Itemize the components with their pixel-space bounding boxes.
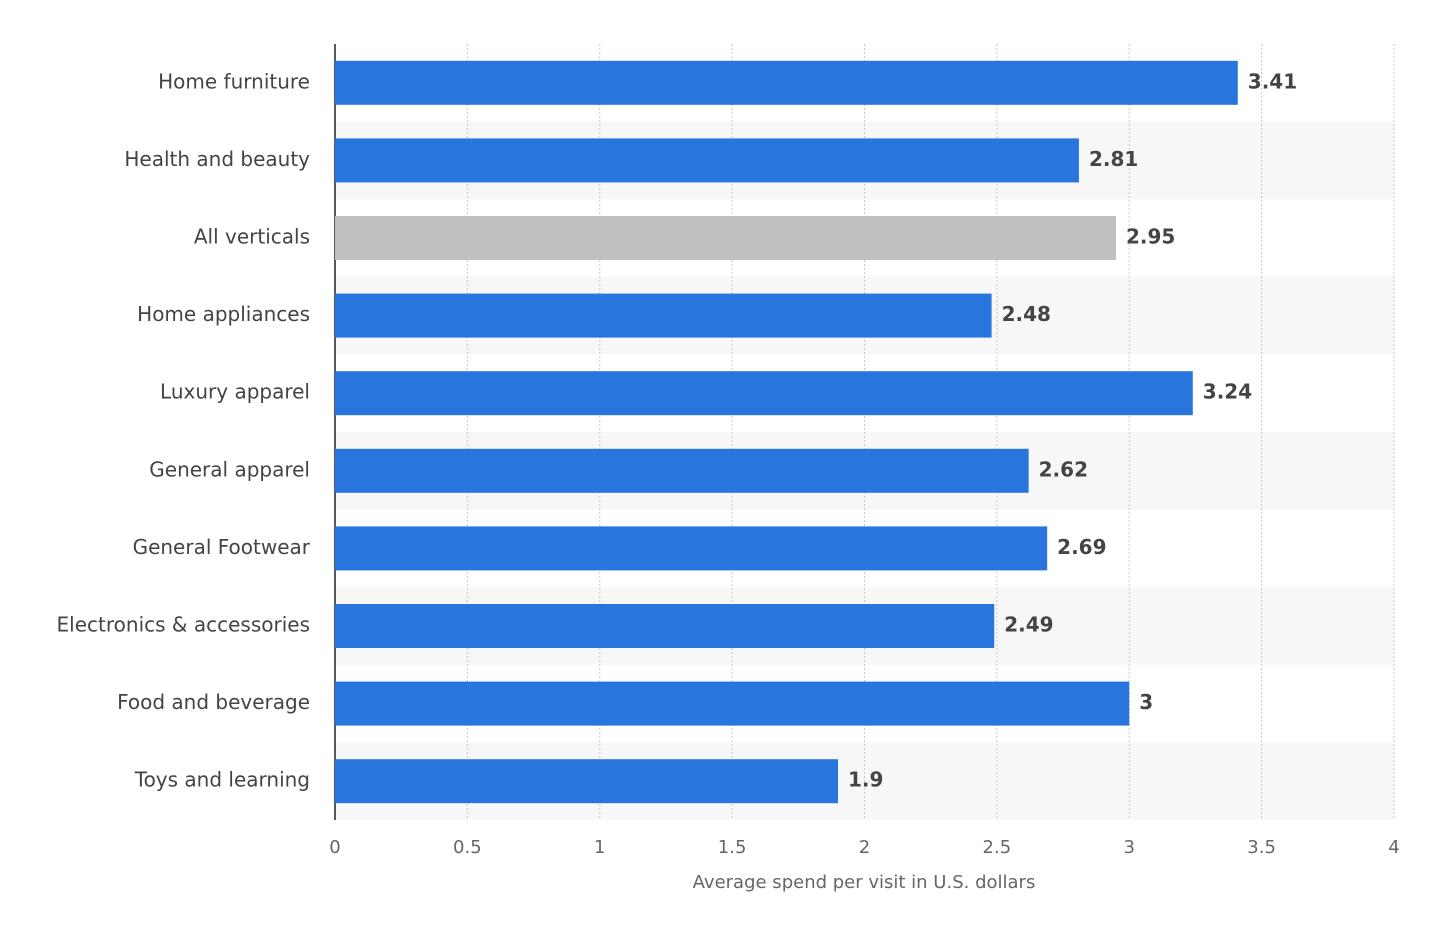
- bar: [335, 138, 1079, 183]
- x-tick-label: 2: [859, 837, 870, 858]
- value-label: 2.69: [1057, 535, 1106, 559]
- x-tick-label: 0.5: [453, 837, 482, 858]
- y-tick-label: Toys and learning: [134, 768, 310, 792]
- y-tick-label: Health and beauty: [124, 147, 310, 171]
- value-label: 3.24: [1203, 380, 1252, 404]
- y-tick-label: Electronics & accessories: [57, 613, 310, 637]
- value-label: 2.95: [1126, 225, 1175, 249]
- x-tick-label: 1: [594, 837, 605, 858]
- bar: [335, 759, 839, 804]
- bar: [335, 604, 995, 648]
- value-label: 2.62: [1039, 457, 1088, 481]
- value-label: 2.81: [1089, 147, 1138, 171]
- x-tick-label: 1.5: [718, 837, 747, 858]
- y-tick-label: Food and beverage: [117, 690, 310, 714]
- bar: [335, 371, 1193, 416]
- bar: [335, 216, 1117, 260]
- bar: [335, 681, 1130, 726]
- y-tick-label: General apparel: [149, 457, 310, 481]
- y-tick-label: Home furniture: [158, 69, 310, 93]
- value-label: 2.48: [1002, 302, 1051, 326]
- x-tick-label: 3.5: [1247, 837, 1276, 858]
- value-label: 2.49: [1004, 613, 1053, 637]
- x-tick-label: 4: [1388, 837, 1399, 858]
- value-label: 1.9: [848, 768, 883, 792]
- x-axis-title: Average spend per visit in U.S. dollars: [693, 872, 1036, 893]
- bar: [335, 448, 1029, 493]
- bar: [335, 60, 1238, 105]
- x-tick-label: 0: [329, 837, 340, 858]
- y-tick-label: General Footwear: [133, 535, 311, 559]
- y-tick-label: All verticals: [194, 225, 310, 249]
- value-label: 3: [1139, 690, 1153, 714]
- bar: [335, 526, 1048, 571]
- x-tick-label: 2.5: [983, 837, 1012, 858]
- bar: [335, 293, 992, 338]
- value-label: 3.41: [1248, 69, 1297, 93]
- y-tick-label: Luxury apparel: [160, 380, 310, 404]
- x-tick-label: 3: [1124, 837, 1135, 858]
- y-tick-label: Home appliances: [137, 302, 310, 326]
